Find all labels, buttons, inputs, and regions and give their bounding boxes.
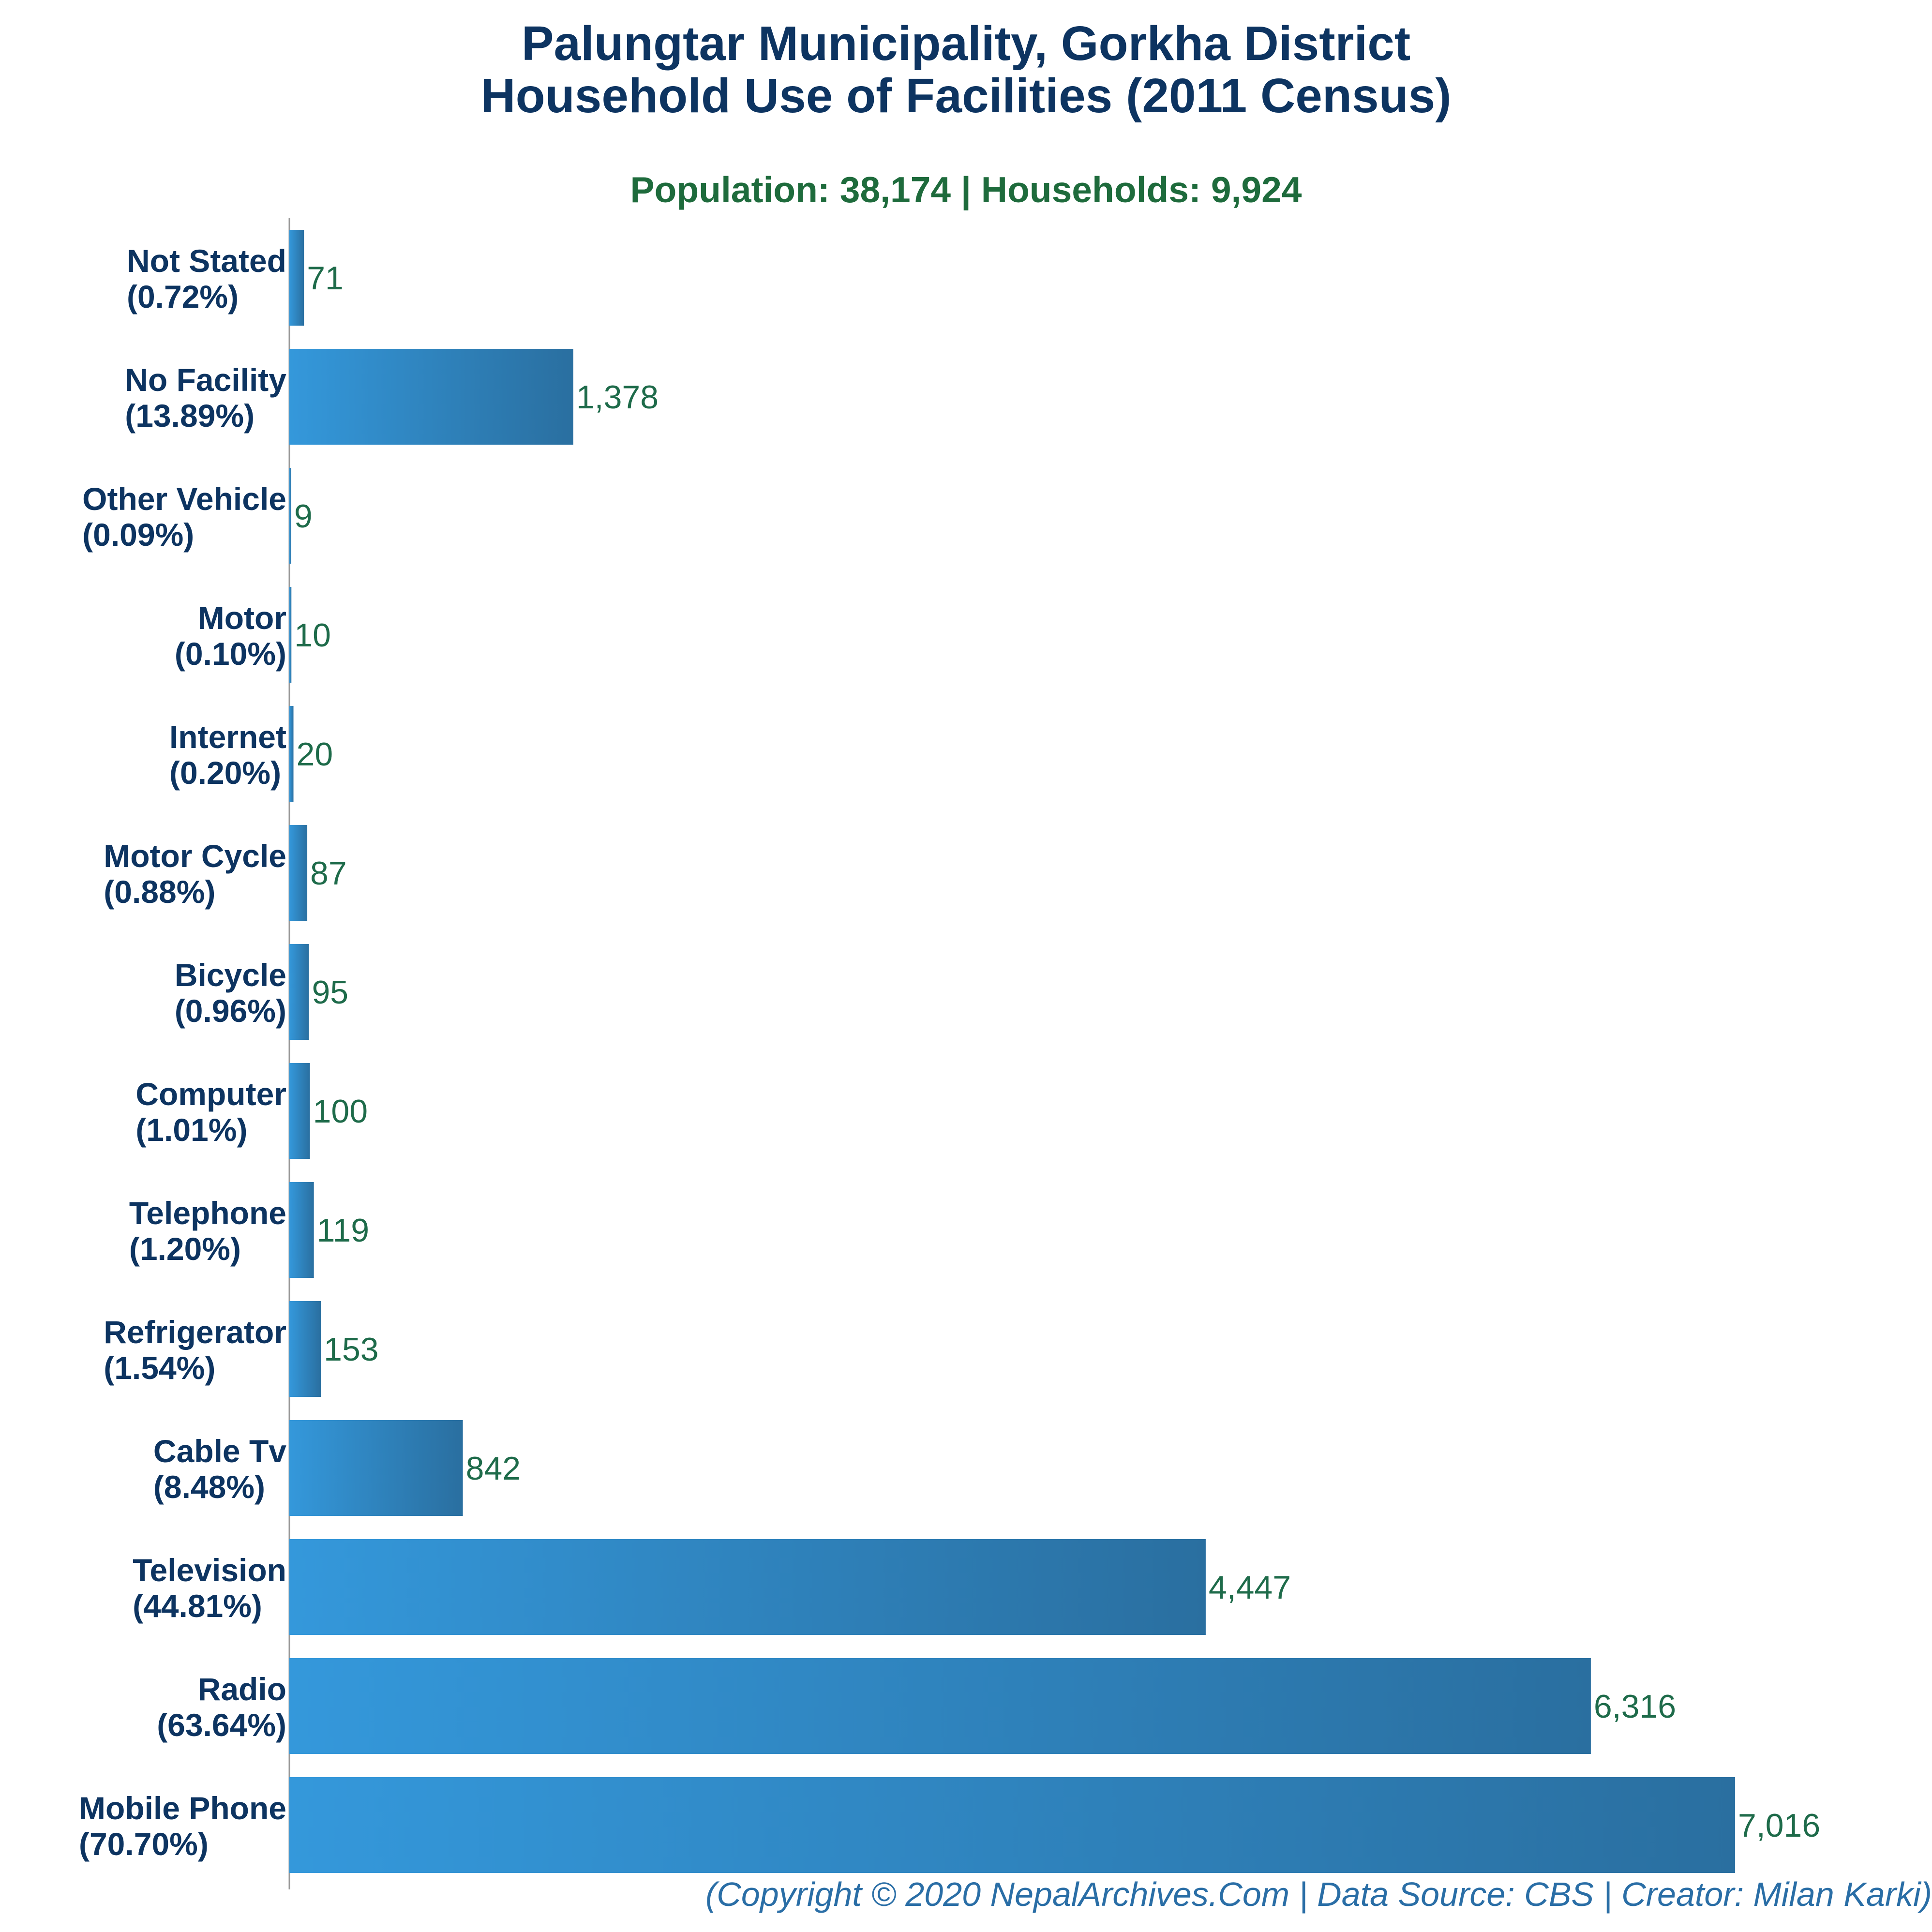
category-label: Computer — [135, 1076, 286, 1112]
category-percent-label: (63.64%) — [157, 1707, 286, 1743]
category-percent-label: (1.20%) — [129, 1231, 241, 1267]
copyright-footer: (Copyright © 2020 NepalArchives.Com | Da… — [705, 1875, 1932, 1913]
category-label: Not Stated — [127, 243, 286, 279]
bar — [289, 825, 308, 921]
bars-group — [289, 230, 1735, 1873]
value-label: 6,316 — [1594, 1688, 1676, 1725]
bar — [289, 944, 309, 1040]
category-label: Telephone — [129, 1195, 286, 1231]
value-label: 119 — [317, 1212, 369, 1249]
category-percent-label: (0.20%) — [169, 755, 281, 791]
chart-title-line-1: Palungtar Municipality, Gorkha District — [521, 16, 1411, 71]
category-percent-label: (70.70%) — [79, 1826, 209, 1862]
value-label: 10 — [294, 617, 331, 654]
bar — [289, 1777, 1735, 1873]
category-label: Motor Cycle — [104, 838, 286, 874]
category-percent-label: (0.10%) — [175, 636, 286, 672]
category-percent-label: (0.09%) — [82, 517, 194, 553]
value-label: 95 — [312, 974, 348, 1011]
value-label: 1,378 — [576, 379, 659, 416]
category-percent-label: (0.72%) — [127, 279, 239, 315]
bar — [289, 1301, 321, 1397]
bar — [289, 349, 573, 445]
category-label: Mobile Phone — [79, 1790, 286, 1826]
bar — [289, 230, 304, 326]
value-label: 7,016 — [1738, 1807, 1820, 1844]
category-label: Radio — [198, 1671, 286, 1707]
value-label: 9 — [294, 498, 313, 535]
category-percent-label: (1.01%) — [135, 1112, 247, 1148]
category-percent-label: (8.48%) — [153, 1469, 265, 1505]
value-label: 4,447 — [1209, 1569, 1291, 1606]
category-percent-label: (1.54%) — [104, 1350, 215, 1386]
category-label: Television — [133, 1552, 286, 1588]
bar — [289, 1182, 314, 1278]
category-percent-label: (0.96%) — [175, 993, 286, 1029]
value-labels-group: 71 1,378 9 10 20 87 95 100 119 153 842 4,447 6,316 7,… — [294, 260, 1820, 1844]
chart-title-line-2: Household Use of Facilities (2011 Census… — [480, 69, 1452, 123]
category-label: No Facility — [125, 362, 286, 398]
value-label: 100 — [313, 1093, 368, 1130]
bar — [289, 1539, 1206, 1635]
category-labels-group: Not Stated(0.72%) No Facility(13.89%) Othe… — [79, 243, 286, 1862]
category-label: Bicycle — [175, 957, 286, 993]
bar — [289, 468, 291, 564]
category-percent-label: (0.88%) — [104, 874, 215, 910]
category-label: Internet — [169, 719, 286, 755]
bar — [289, 706, 294, 802]
value-label: 20 — [297, 736, 333, 773]
value-label: 153 — [324, 1331, 378, 1368]
category-percent-label: (13.89%) — [125, 398, 255, 434]
chart-subtitle: Population: 38,174 | Households: 9,924 — [630, 169, 1302, 210]
category-label: Refrigerator — [104, 1314, 286, 1350]
value-label: 71 — [307, 260, 344, 297]
category-label: Motor — [198, 600, 286, 636]
bar — [289, 1658, 1591, 1754]
bar — [289, 587, 292, 683]
bar — [289, 1420, 463, 1516]
category-label: Other Vehicle — [82, 481, 286, 517]
value-label: 87 — [310, 855, 347, 892]
category-label: Cable Tv — [153, 1433, 286, 1469]
bar — [289, 1063, 310, 1159]
category-percent-label: (44.81%) — [133, 1588, 262, 1624]
value-label: 842 — [466, 1450, 521, 1487]
